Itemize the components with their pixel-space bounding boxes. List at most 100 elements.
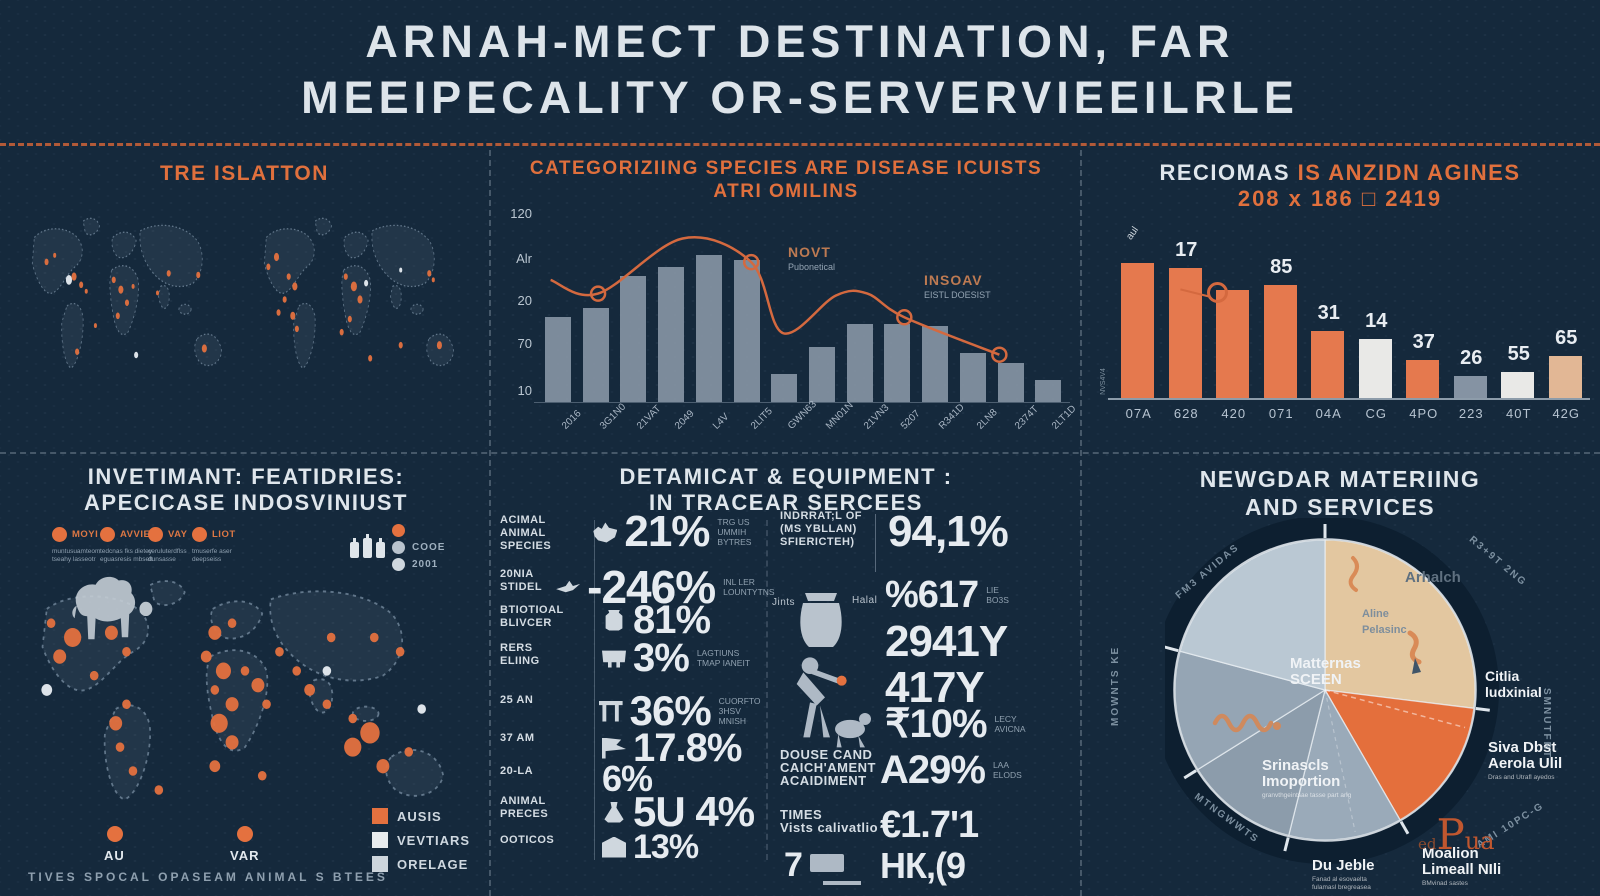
stat-row: 25 AN 36% CUORFTO 3HSV MNISH <box>500 690 764 732</box>
species-x-label: 2LN8 <box>974 407 1000 432</box>
map-dot <box>201 344 207 353</box>
stat-value: 3% <box>633 636 690 680</box>
species-x-label: L4V <box>710 411 732 432</box>
legend-dot-icon <box>392 524 405 537</box>
trend-line-path <box>550 236 1000 356</box>
page-title: ARNAH-MECT DESTINATION, FAR MEEIPECALITY… <box>0 14 1600 126</box>
map-dot <box>368 355 373 362</box>
regions-x-label: 4PO <box>1409 406 1439 421</box>
regions-bar <box>1453 376 1487 398</box>
map-dot <box>369 632 379 643</box>
species-bar <box>846 324 873 402</box>
map-dot <box>166 270 171 277</box>
map-dot <box>344 737 362 757</box>
side-legend-label: 2001 <box>412 559 439 570</box>
panel-equipment-stats: DETAMICAT & EQUIPMENT : IN TRACEAR SERCE… <box>492 458 1080 896</box>
map-point-au <box>107 826 123 842</box>
map-dot <box>208 625 222 640</box>
citlia-glyph <box>1412 658 1421 674</box>
map-dot <box>139 601 153 617</box>
stat-row: ACIMAL ANIMAL SPECIES 21% TRG US UMMIH BYT… <box>500 510 764 554</box>
invest-title-line2: APECICASE INDOSVINIUST <box>84 490 408 515</box>
map-dot <box>286 273 291 280</box>
species-x-label: 2049 <box>673 408 697 432</box>
map-dot <box>41 683 53 696</box>
stat-note: INL LER LOUNTYTNS <box>723 577 775 597</box>
pie-slice-sublabel: Citlia ludxinial <box>1485 668 1542 700</box>
pie-boundary-tick <box>1399 820 1410 835</box>
species-x-label: R341D <box>937 401 967 432</box>
regions-bar <box>1311 330 1344 398</box>
regions-x-label: 40T <box>1506 406 1532 421</box>
species-bar <box>733 259 760 402</box>
map-dot <box>53 252 57 258</box>
equip-right-v7: €1.7'1 <box>880 804 979 846</box>
species-bar <box>695 255 722 402</box>
map-dot <box>364 279 369 287</box>
pie-slice-label: Srinascls Imoportion granvthgeintsae tass… <box>1262 757 1352 800</box>
regions-bar-value: 26 <box>1460 347 1483 370</box>
regions-bar <box>1548 356 1582 398</box>
map-dot <box>154 785 164 795</box>
legend-dot-icon <box>392 541 405 554</box>
pie-slice <box>1323 689 1475 821</box>
stat-value-group: 17.8% <box>602 728 742 768</box>
map-dot <box>111 276 116 284</box>
jar-icon <box>800 593 842 647</box>
stat-row: 20NIA STIDEL -246% INL LER LOUNTYTNS <box>500 564 775 610</box>
annotation-novt: NOVT Pubonetical <box>788 244 836 272</box>
map-dot <box>436 341 442 350</box>
species-x-label: 5207 <box>899 408 923 432</box>
stat-row: RERS ELIING 3% LAGTIUNS TMAP IANEIT <box>500 638 764 678</box>
row-divider <box>0 452 1600 454</box>
side-legend-row: COOE <box>392 541 445 554</box>
map-dot <box>225 697 239 712</box>
regions-x-axis: 07A 628 420 071 04A CG 4PO 223 40T 42G <box>1115 406 1590 426</box>
stat-label: 20NIA STIDEL <box>500 568 543 593</box>
species-y-tick: 120 <box>510 206 532 221</box>
species-bar <box>809 346 835 402</box>
legend-row: ORELAGE <box>372 856 468 872</box>
pie-chart <box>1165 518 1499 864</box>
stat-label: OOTICOS <box>500 834 555 846</box>
flask-icon <box>604 801 624 823</box>
pie-slice-caption: granvthgeintsae tasse part ang <box>1262 792 1352 799</box>
pie-boundary-tick <box>1475 707 1490 712</box>
stat-value-group: 6% <box>602 761 653 797</box>
map-dot <box>276 309 281 316</box>
invest-circle-label: VAY <box>168 529 188 541</box>
equip-right-rule <box>875 514 876 572</box>
stat-value-group: 5U 4% <box>602 791 755 833</box>
stat-label: ACIMAL ANIMAL SPECIES <box>500 514 552 552</box>
map-point-au-label: AU <box>104 848 125 863</box>
logo-small: ed <box>1418 835 1437 853</box>
species-bar <box>959 352 986 402</box>
map-dot <box>122 699 131 709</box>
legend-label: AUSIS <box>397 808 442 824</box>
species-x-label: 21VAT <box>635 403 664 432</box>
map-dot <box>343 273 348 280</box>
lion-silhouette-icon <box>72 576 136 640</box>
map-dot <box>326 632 336 643</box>
stat-value: 81% <box>633 598 711 642</box>
map-dot <box>104 625 118 640</box>
tag-icon <box>602 836 626 858</box>
species-y-tick: 70 <box>517 336 532 351</box>
map-dot <box>93 323 97 329</box>
map-dot <box>156 290 160 296</box>
pie-slice <box>1287 688 1401 841</box>
map-dot <box>376 759 390 774</box>
legend-row: AUSIS <box>372 808 442 824</box>
equip-mid-rule <box>766 520 768 860</box>
species-bar <box>582 307 609 402</box>
map-dot <box>65 274 72 285</box>
map-dot <box>282 296 287 303</box>
page-title-line1: ARNAH-MECT DESTINATION, FAR <box>365 16 1235 67</box>
stat-value-group: 21% TRG US UMMIH BYTRES <box>593 510 764 554</box>
pie-title-line1: NEWGDAR MATERIING <box>1199 466 1481 492</box>
squiggle-dot <box>1273 722 1281 730</box>
map-dot <box>417 704 426 714</box>
equip-title-line1: DETAMICAT & EQUIPMENT : <box>619 464 953 489</box>
stat-row: ANIMAL PRECES 5U 4% <box>500 791 764 833</box>
regions-x-label: 04A <box>1315 406 1342 421</box>
